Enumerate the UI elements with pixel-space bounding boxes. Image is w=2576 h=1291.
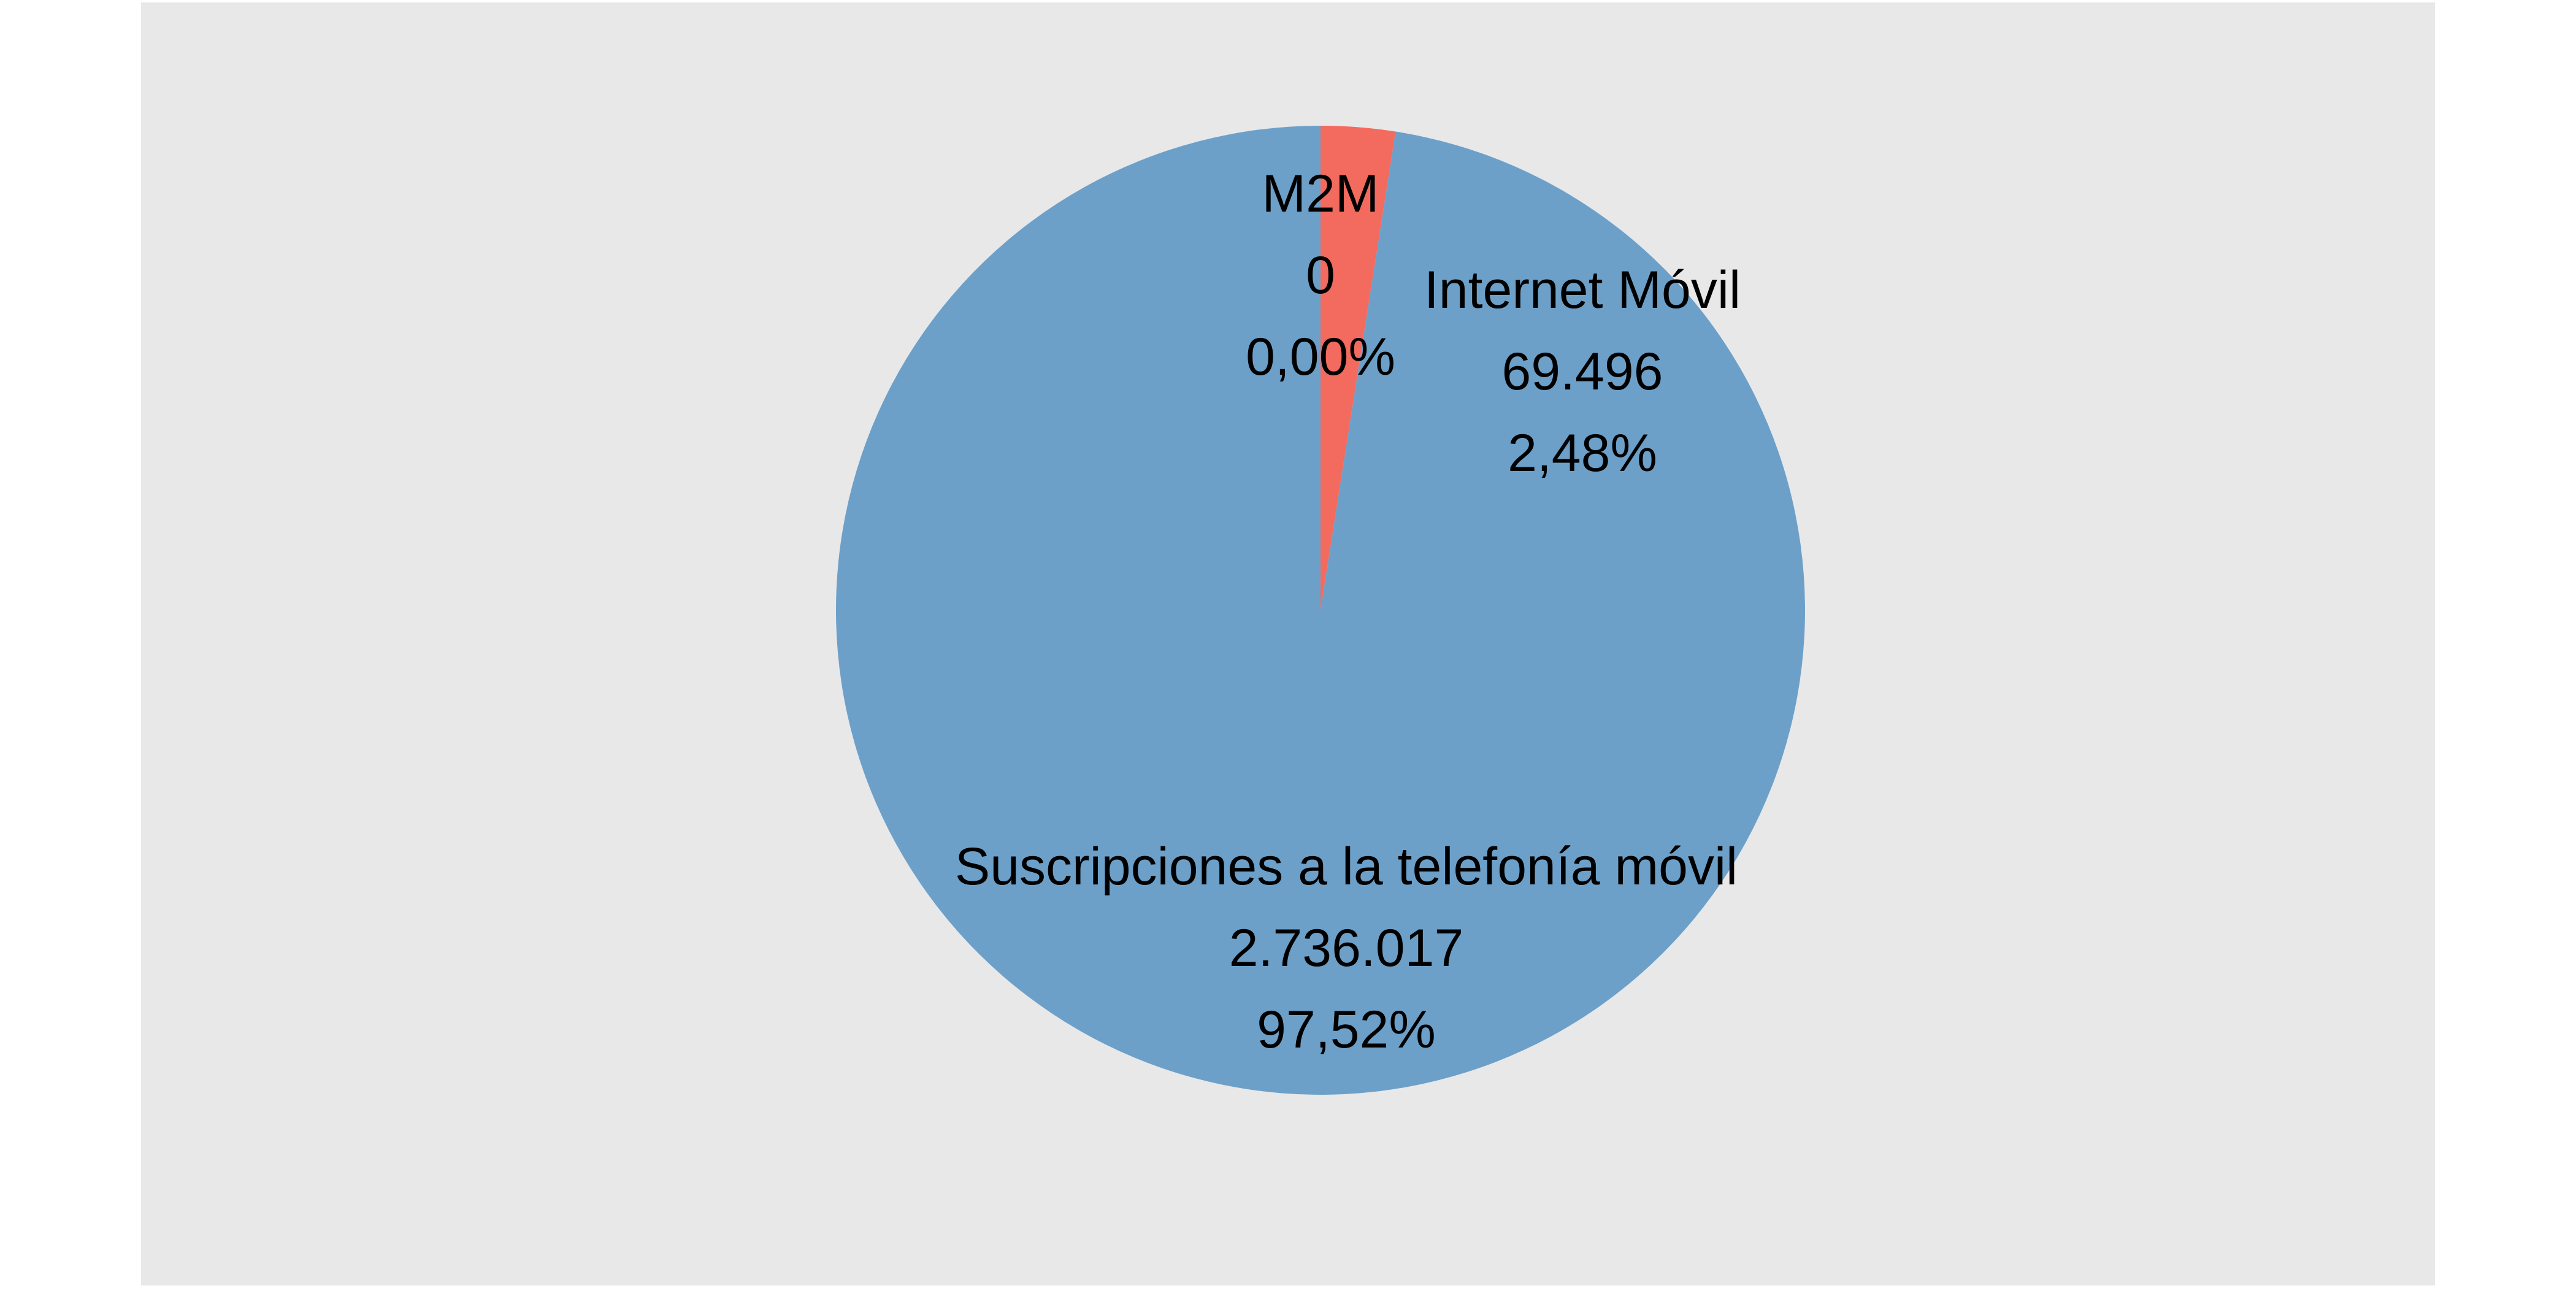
slice-label-percent: 0,00% bbox=[1246, 328, 1395, 386]
slice-label-percent: 97,52% bbox=[1257, 1000, 1436, 1059]
pie-slice bbox=[1321, 126, 1396, 610]
slice-label-name: M2M bbox=[1262, 164, 1379, 223]
slice-label-value: 0 bbox=[1306, 246, 1335, 305]
slice-label-value: 2.736.017 bbox=[1229, 919, 1464, 978]
pie-slice bbox=[835, 126, 1805, 1095]
slice-label-name: Suscripciones a la telefonía móvil bbox=[955, 837, 1738, 896]
slice-label-value: 69.496 bbox=[1501, 342, 1663, 401]
slice-label-name: Internet Móvil bbox=[1424, 261, 1741, 320]
slice-label-percent: 2,48% bbox=[1508, 424, 1657, 483]
pie-labels: M2M 0 0,00% Internet Móvil 69.496 2,48% … bbox=[955, 164, 1741, 1059]
pie-slices bbox=[835, 126, 1805, 1095]
